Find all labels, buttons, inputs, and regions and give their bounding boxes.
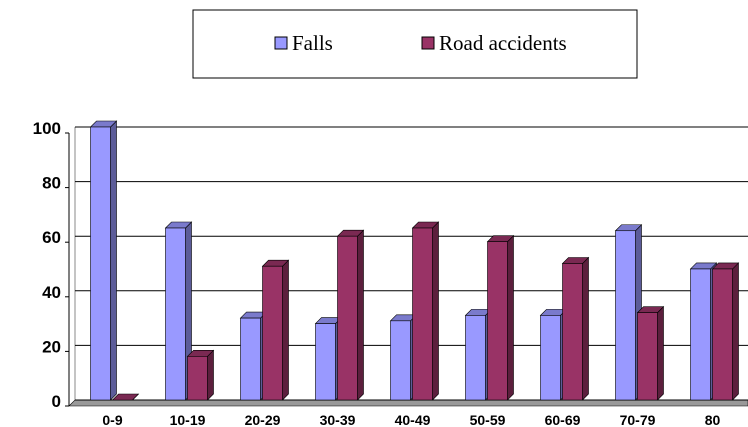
bar — [562, 263, 583, 401]
x-tick-label: 10-19 — [170, 412, 206, 427]
bar — [465, 315, 486, 401]
bar — [412, 227, 433, 401]
bar — [390, 320, 411, 401]
bar-side — [282, 259, 289, 401]
y-tick-label: 60 — [42, 228, 61, 247]
legend-label: Falls — [292, 31, 333, 55]
bar — [90, 126, 111, 401]
bar — [262, 265, 283, 401]
legend-box — [192, 9, 638, 79]
bar — [165, 227, 186, 401]
bar-side — [507, 234, 514, 401]
bar — [240, 317, 261, 401]
legend-swatch — [274, 36, 288, 50]
bar — [487, 241, 508, 401]
bar-side — [732, 262, 739, 401]
y-tick-label: 80 — [42, 174, 61, 193]
x-tick-label: 20-29 — [245, 412, 281, 427]
bar-side — [432, 221, 439, 401]
x-tick-label: 70-79 — [620, 412, 656, 427]
x-tick-label: 50-59 — [470, 412, 506, 427]
bar-side — [657, 305, 664, 401]
bar — [337, 235, 358, 401]
bar-side — [582, 256, 589, 401]
x-tick-label: 60-69 — [545, 412, 581, 427]
bar-top — [111, 393, 140, 401]
y-tick-label: 0 — [52, 392, 61, 411]
bar — [187, 356, 208, 401]
bar — [690, 268, 711, 401]
bar-side — [357, 229, 364, 401]
bar — [712, 268, 733, 401]
y-tick-label: 40 — [42, 283, 61, 302]
bar-side — [207, 349, 214, 401]
x-tick-label: 40-49 — [395, 412, 431, 427]
bar — [615, 230, 636, 401]
y-tick-label: 20 — [42, 337, 61, 356]
bar-side — [110, 120, 117, 401]
legend-swatch — [421, 36, 435, 50]
legend: Falls Road accidents — [274, 31, 567, 55]
bar — [637, 312, 658, 401]
y-tick-label: 100 — [33, 119, 61, 138]
floor — [68, 399, 748, 407]
legend-label: Road accidents — [439, 31, 567, 55]
bar — [315, 323, 336, 401]
x-tick-label: 30-39 — [320, 412, 356, 427]
bar — [540, 315, 561, 401]
x-tick-label: 0-9 — [102, 412, 122, 427]
x-tick-label: 80 — [705, 412, 721, 427]
